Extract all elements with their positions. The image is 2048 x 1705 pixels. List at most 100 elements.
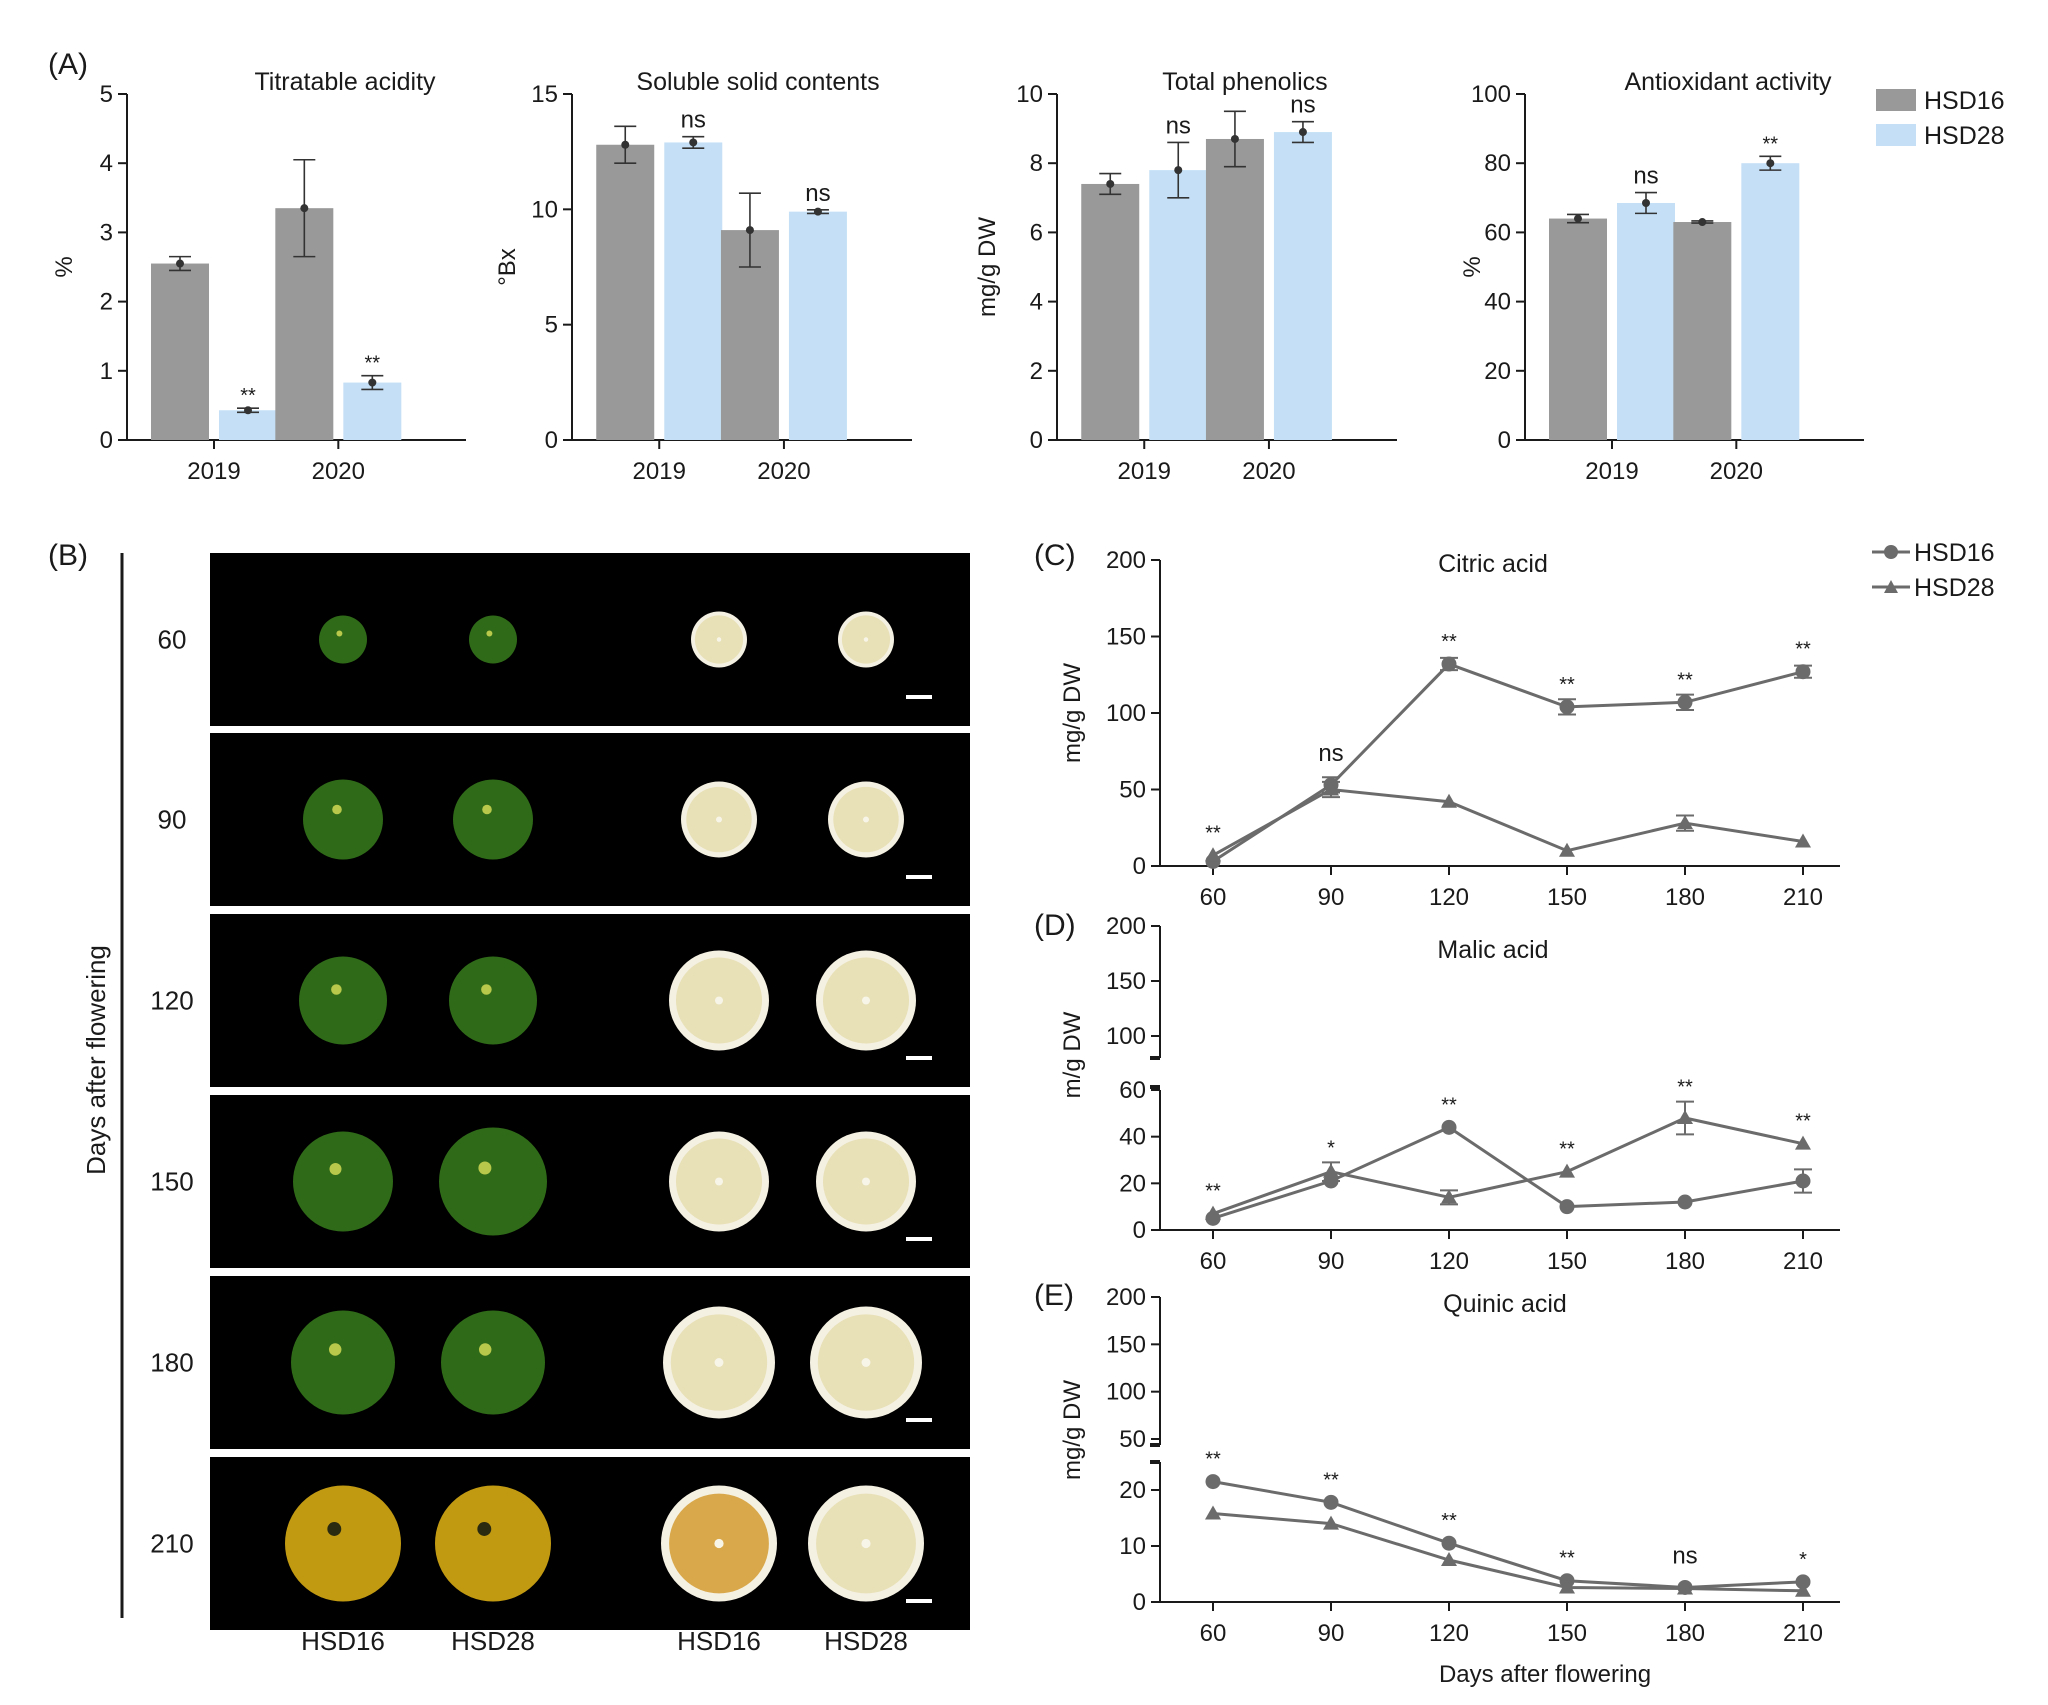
significance-label: ** xyxy=(1763,133,1779,155)
x-tick-label: 2019 xyxy=(1585,458,1638,485)
mean-dot xyxy=(368,378,377,387)
photo-row-label: 120 xyxy=(150,986,193,1016)
fruit-whole-icon xyxy=(291,1310,395,1415)
fruit-stem-spot-icon xyxy=(328,1343,342,1356)
significance-label: ** xyxy=(1559,1548,1575,1570)
data-point-hsd16 xyxy=(1441,656,1457,672)
significance-label: ns xyxy=(1166,112,1191,139)
data-point-hsd16 xyxy=(1441,1119,1457,1135)
y-axis-label: mg/g DW xyxy=(1059,663,1086,763)
x-tick-label: 60 xyxy=(1200,884,1227,911)
panel-label-d: (D) xyxy=(1034,909,1076,942)
y-tick-label: 0 xyxy=(1133,853,1146,880)
fruit-section-core-icon xyxy=(862,996,870,1005)
significance-label: ** xyxy=(365,353,381,375)
panel-label-a: (A) xyxy=(48,48,88,81)
chart-title: Malic acid xyxy=(1437,936,1548,964)
significance-label: ns xyxy=(681,107,706,134)
x-tick-label: 180 xyxy=(1665,884,1705,911)
significance-label: ns xyxy=(1290,92,1315,119)
data-point-hsd28 xyxy=(1205,1505,1221,1520)
y-tick-label: 150 xyxy=(1106,624,1146,651)
panel-label-c: (C) xyxy=(1034,539,1076,572)
significance-label: ** xyxy=(1205,1449,1221,1471)
x-tick-label: 210 xyxy=(1783,1248,1823,1275)
fruit-section-core-icon xyxy=(861,1358,871,1367)
data-point-hsd28 xyxy=(1323,1163,1339,1178)
legend-c-hsd16-label: HSD16 xyxy=(1914,539,1995,567)
data-point-hsd16 xyxy=(1559,1199,1575,1215)
x-tick-label: 210 xyxy=(1783,884,1823,911)
y-tick-label: 4 xyxy=(1030,289,1043,316)
fruit-section-core-icon xyxy=(862,816,870,823)
significance-label: ** xyxy=(1323,1469,1339,1491)
data-point-hsd28 xyxy=(1677,1580,1693,1595)
legend-c-hsd28-label: HSD28 xyxy=(1914,574,1995,602)
significance-label: ns xyxy=(805,180,830,207)
data-point-hsd28 xyxy=(1323,1515,1339,1530)
fruit-whole-icon xyxy=(303,779,383,860)
x-tick-label: 2020 xyxy=(1242,458,1295,485)
y-tick-label: 0 xyxy=(1030,427,1043,454)
data-point-hsd16 xyxy=(1677,694,1693,710)
x-tick-label: 150 xyxy=(1547,1248,1587,1275)
fruit-whole-icon xyxy=(439,1127,547,1236)
mean-dot xyxy=(300,204,309,213)
data-point-hsd28 xyxy=(1441,1552,1457,1566)
x-tick-label: 90 xyxy=(1318,884,1345,911)
bar-hsd16 xyxy=(596,144,655,440)
y-tick-label: 200 xyxy=(1106,547,1146,574)
bar-hsd28 xyxy=(788,211,847,440)
fruit-section-core-icon xyxy=(715,996,723,1005)
scale-bar xyxy=(906,875,932,879)
x-tick-label: 150 xyxy=(1547,884,1587,911)
fruit-whole-icon xyxy=(453,779,533,860)
mean-dot xyxy=(689,138,698,147)
chart-quinic-acid: Quinic acid 50 100 150 200 0 10 20 mg/g DW 60 90 12… xyxy=(1059,1284,1840,1688)
x-tick-label: 90 xyxy=(1318,1248,1345,1275)
y-tick-label: 0 xyxy=(545,427,558,454)
fruit-section-core-icon xyxy=(863,637,869,642)
y-axis-label: °Bx xyxy=(494,248,521,286)
series-line-hsd16 xyxy=(1212,1125,1804,1220)
y-tick-label: 5 xyxy=(545,312,558,339)
data-point-hsd16 xyxy=(1795,1574,1811,1590)
fruit-whole-icon xyxy=(435,1485,551,1602)
chart-citric-acid: Citric acid 0 50 100 150 200 mg/g DW 60 90 120 150… xyxy=(1059,547,1840,911)
legend-c-hsd28-marker xyxy=(1884,580,1898,593)
x-tick-label: 2020 xyxy=(1710,458,1763,485)
data-point-hsd16 xyxy=(1559,699,1575,715)
photo-row-label: 150 xyxy=(150,1167,193,1197)
fruit-section-core-icon xyxy=(862,1177,870,1186)
photo-col-label-2: HSD28 xyxy=(451,1626,535,1656)
bar-hsd16 xyxy=(1673,222,1732,440)
chart-total-phenolics: Total phenolics 0 2 4 6 8 10 mg/g DW 2019 ns 2020 n… xyxy=(974,68,1397,485)
significance-label: ** xyxy=(1205,822,1221,844)
y-tick-label: 3 xyxy=(100,219,113,246)
fruit-stem-spot-icon xyxy=(332,804,342,815)
chart-title: Antioxidant activity xyxy=(1624,68,1832,96)
mean-dot xyxy=(1298,128,1307,137)
chart-malic-acid: Malic acid 100 150 200 0 20 40 60 m/g DW 60 90 120 1… xyxy=(1059,913,1840,1275)
y-tick-label: 8 xyxy=(1030,150,1043,177)
x-tick-label: 2020 xyxy=(312,458,365,485)
chart-titratable-acidity: Titratable acidity 0 1 2 3 4 5% 2019 ** 2020 ** xyxy=(51,68,466,485)
mean-dot xyxy=(621,140,630,149)
data-point-hsd28 xyxy=(1677,1110,1693,1124)
bar-hsd16 xyxy=(1205,138,1264,441)
scale-bar xyxy=(906,1418,932,1422)
chart-title: Total phenolics xyxy=(1162,68,1327,96)
bar-hsd16 xyxy=(1081,183,1140,440)
panel-label-b: (B) xyxy=(48,539,88,572)
fruit-section-core-icon xyxy=(861,1538,871,1549)
chart-title: Quinic acid xyxy=(1443,1290,1567,1318)
x-tick-label: 2019 xyxy=(633,458,686,485)
y-tick-label: 50 xyxy=(1119,1426,1146,1453)
x-tick-label: 60 xyxy=(1200,1248,1227,1275)
y-tick-label: 20 xyxy=(1119,1477,1146,1504)
x-tick-label: 120 xyxy=(1429,884,1469,911)
fruit-stem-spot-icon xyxy=(327,1522,342,1536)
significance-label: ** xyxy=(1677,669,1693,691)
y-tick-label: 6 xyxy=(1030,219,1043,246)
